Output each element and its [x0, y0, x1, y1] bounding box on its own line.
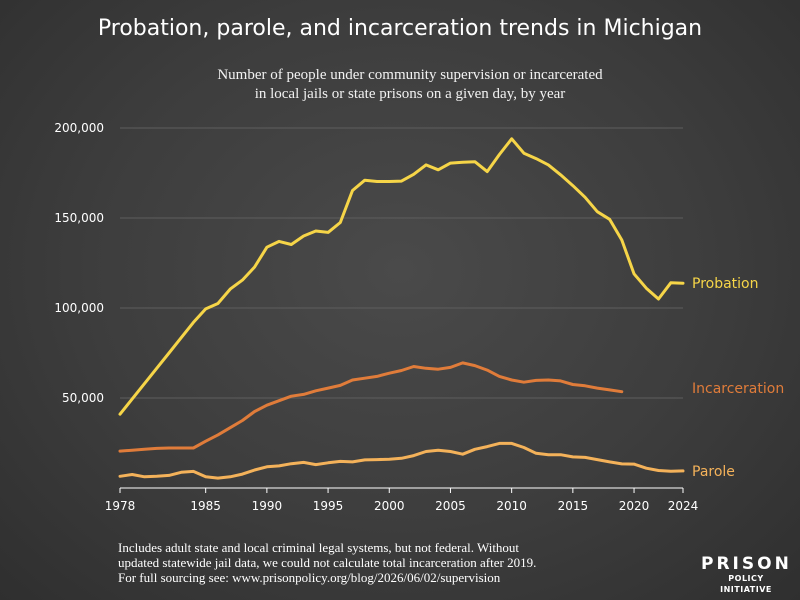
x-tick-label: 2020 — [619, 499, 650, 513]
y-tick-label: 150,000 — [54, 211, 104, 225]
logo-line-2: POLICY INITIATIVE — [720, 574, 772, 594]
x-tick-label: 2015 — [558, 499, 589, 513]
x-tick-label: 1978 — [105, 499, 136, 513]
y-tick-label: 200,000 — [54, 121, 104, 135]
prison-policy-logo: PRISON POLICY INITIATIVE — [701, 555, 791, 595]
x-tick-label: 2024 — [668, 499, 699, 513]
x-tick-label: 2010 — [496, 499, 527, 513]
series-label-probation: Probation — [692, 276, 759, 292]
x-tick-label: 2005 — [435, 499, 466, 513]
footnote-line: updated statewide jail data, we could no… — [118, 555, 537, 570]
y-tick-label: 100,000 — [54, 301, 104, 315]
y-axis: 50,000 100,000 150,000 200,000 — [54, 121, 104, 405]
x-tick-label: 1995 — [313, 499, 344, 513]
series-labels: Probation Incarceration Parole — [692, 276, 784, 480]
subtitle-line: in local jails or state prisons on a giv… — [254, 86, 566, 102]
footnote-line: Includes adult state and local criminal … — [118, 540, 520, 555]
series-label-parole: Parole — [692, 464, 735, 480]
logo-line-1: PRISON — [701, 554, 792, 574]
y-tick-label: 50,000 — [62, 391, 104, 405]
x-axis: 1978 1985 1990 1995 2000 2005 2010 2015 2020 2024 — [105, 487, 699, 513]
series-line-parole — [118, 441, 685, 480]
series-lines — [118, 137, 685, 480]
footnote-line: For full sourcing see: www.prisonpolicy.… — [118, 570, 501, 585]
x-tick-label: 2000 — [374, 499, 405, 513]
x-tick-label: 1985 — [190, 499, 221, 513]
chart-subtitle: Number of people under community supervi… — [150, 66, 670, 104]
series-label-incarceration: Incarceration — [692, 381, 784, 397]
grid-lines — [120, 127, 683, 399]
footnote: Includes adult state and local criminal … — [118, 540, 598, 585]
chart-title: Probation, parole, and incarceration tre… — [97, 16, 703, 41]
x-tick-label: 1990 — [252, 499, 283, 513]
series-line-incarceration — [118, 361, 624, 453]
subtitle-line: Number of people under community supervi… — [217, 67, 603, 83]
series-line-probation — [118, 137, 685, 416]
